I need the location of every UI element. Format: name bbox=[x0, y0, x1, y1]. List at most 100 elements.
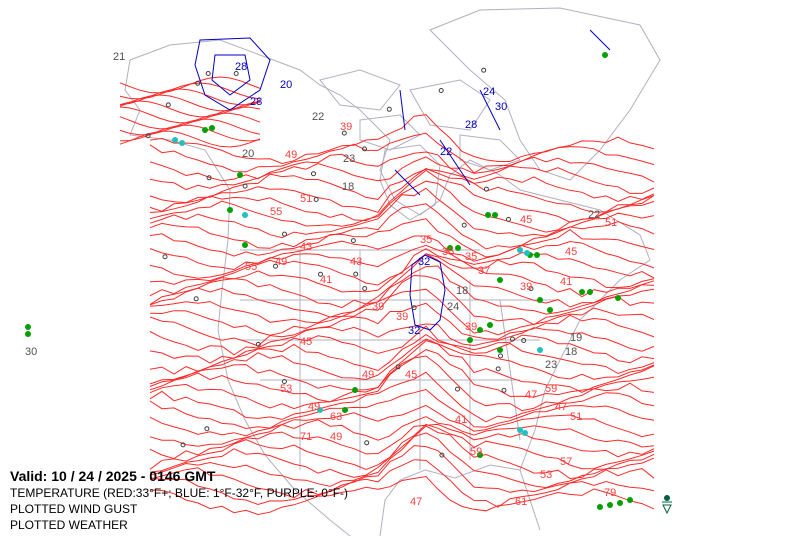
station-plots bbox=[25, 52, 633, 510]
station-circle bbox=[162, 254, 168, 260]
warm-contour-label: 53 bbox=[540, 469, 552, 481]
warm-temperature-contours bbox=[119, 76, 655, 516]
warm-contour-label: 39 bbox=[372, 301, 384, 313]
rain-symbol bbox=[627, 497, 633, 503]
mist-symbol bbox=[537, 347, 543, 353]
station-circle bbox=[205, 71, 211, 76]
cold-contour-label: 32 bbox=[418, 256, 430, 268]
warm-contour-label: 45 bbox=[405, 369, 417, 381]
warm-contour-alaska bbox=[119, 88, 261, 106]
warm-contour-label: 45 bbox=[565, 246, 577, 258]
station-circle bbox=[521, 338, 527, 343]
warm-contour-alaska bbox=[119, 130, 261, 148]
mist-symbol bbox=[517, 427, 523, 433]
greenland-outline bbox=[429, 7, 661, 181]
warm-contour-alaska bbox=[119, 124, 261, 142]
station-circle bbox=[506, 216, 511, 222]
rain-symbol bbox=[615, 295, 621, 301]
rain-symbol bbox=[547, 307, 553, 313]
warm-contour-label: 35 bbox=[420, 234, 432, 246]
contour-labels: 39 39 49 43 35 35 45 45 51 41 43 49 51 55 45 47 35 39 39 49… bbox=[25, 51, 617, 508]
cold-contour-label: 22 bbox=[440, 146, 452, 158]
rain-symbol bbox=[477, 327, 483, 333]
station-circle bbox=[206, 175, 212, 181]
temperature-legend: TEMPERATURE (RED:33°F+; BLUE: 1°F-32°F, … bbox=[10, 486, 349, 500]
rain-symbol bbox=[477, 452, 483, 458]
warm-contour bbox=[149, 248, 655, 289]
rain-symbol bbox=[497, 277, 503, 283]
warm-contour-label: 37 bbox=[478, 265, 490, 277]
station-circle bbox=[509, 336, 515, 342]
mist-symbol bbox=[179, 140, 185, 146]
station-circle bbox=[233, 71, 239, 76]
warm-contour bbox=[149, 338, 655, 385]
warm-contour bbox=[149, 235, 655, 271]
cold-contour-label: 28 bbox=[235, 61, 247, 73]
map-legend: Valid: 10 / 24 / 2025 - 0146 GMT TEMPERA… bbox=[10, 468, 348, 533]
warm-contour bbox=[149, 404, 655, 438]
state-province-lines bbox=[240, 249, 560, 470]
cold-contour-label: 30 bbox=[495, 101, 507, 113]
warm-contour-label: 51 bbox=[300, 193, 312, 205]
rain-symbol bbox=[242, 242, 248, 248]
station-circle bbox=[311, 171, 316, 177]
warm-contour-label: 53 bbox=[280, 383, 292, 395]
mist-symbol bbox=[522, 430, 528, 436]
warm-contour bbox=[149, 203, 655, 250]
cold-temperature-contours bbox=[194, 29, 611, 331]
station-circle bbox=[273, 263, 278, 269]
warm-contour bbox=[149, 432, 655, 489]
station-circle bbox=[438, 88, 444, 93]
arctic-islands bbox=[319, 69, 521, 171]
station-circle bbox=[341, 130, 347, 136]
warm-contour bbox=[149, 168, 655, 204]
rain-symbol bbox=[447, 245, 453, 251]
station-circle bbox=[501, 387, 507, 393]
warm-contour-alaska bbox=[119, 118, 261, 136]
rain-symbol bbox=[209, 125, 215, 131]
rain-symbol bbox=[492, 212, 498, 218]
warm-contour-label: 71 bbox=[300, 431, 312, 443]
rain-symbol bbox=[602, 52, 608, 58]
warm-contour-label: 47 bbox=[555, 401, 567, 413]
hudson-bay-outline bbox=[379, 144, 441, 221]
warm-contour-label: 39 bbox=[520, 281, 532, 293]
station-circle bbox=[481, 67, 487, 73]
station-circle bbox=[145, 133, 151, 139]
warm-contour bbox=[149, 323, 655, 356]
station-circle bbox=[350, 238, 356, 244]
rain-symbol bbox=[352, 387, 358, 393]
station-circle bbox=[498, 353, 503, 359]
station-circle bbox=[495, 366, 501, 372]
station-circle bbox=[483, 186, 489, 192]
rain-symbol bbox=[202, 127, 208, 133]
station-circle bbox=[386, 106, 392, 112]
station-value: 24 bbox=[447, 301, 459, 313]
cold-contour-label: 20 bbox=[280, 79, 292, 91]
warm-contour bbox=[149, 265, 655, 318]
valid-time: Valid: 10 / 24 / 2025 - 0146 GMT bbox=[10, 468, 216, 484]
cold-contour-label: 28 bbox=[465, 119, 477, 131]
station-circle bbox=[281, 379, 287, 384]
station-circle bbox=[528, 286, 534, 292]
warm-contour-alaska bbox=[119, 112, 261, 130]
cold-contour-label: 28 bbox=[250, 96, 262, 108]
rain-symbol bbox=[467, 337, 473, 343]
warm-contour-label: 57 bbox=[560, 456, 572, 468]
station-circle bbox=[411, 305, 417, 311]
warm-contour-label: 59 bbox=[470, 446, 482, 458]
warm-contour-label: 41 bbox=[560, 276, 572, 288]
warm-contour-label: 47 bbox=[525, 389, 537, 401]
warm-contour-label: 35 bbox=[465, 251, 477, 263]
rain-symbol bbox=[497, 347, 503, 353]
rain-symbol bbox=[534, 252, 540, 258]
rain-symbol bbox=[237, 172, 243, 178]
station-circle bbox=[282, 231, 287, 237]
warm-contour bbox=[149, 151, 655, 183]
station-value: 30 bbox=[25, 346, 37, 358]
rain-symbol bbox=[579, 289, 585, 295]
station-circle bbox=[165, 102, 171, 108]
warm-contour-label: 43 bbox=[350, 256, 362, 268]
station-circle bbox=[395, 364, 401, 370]
station-value: 21 bbox=[113, 51, 125, 63]
